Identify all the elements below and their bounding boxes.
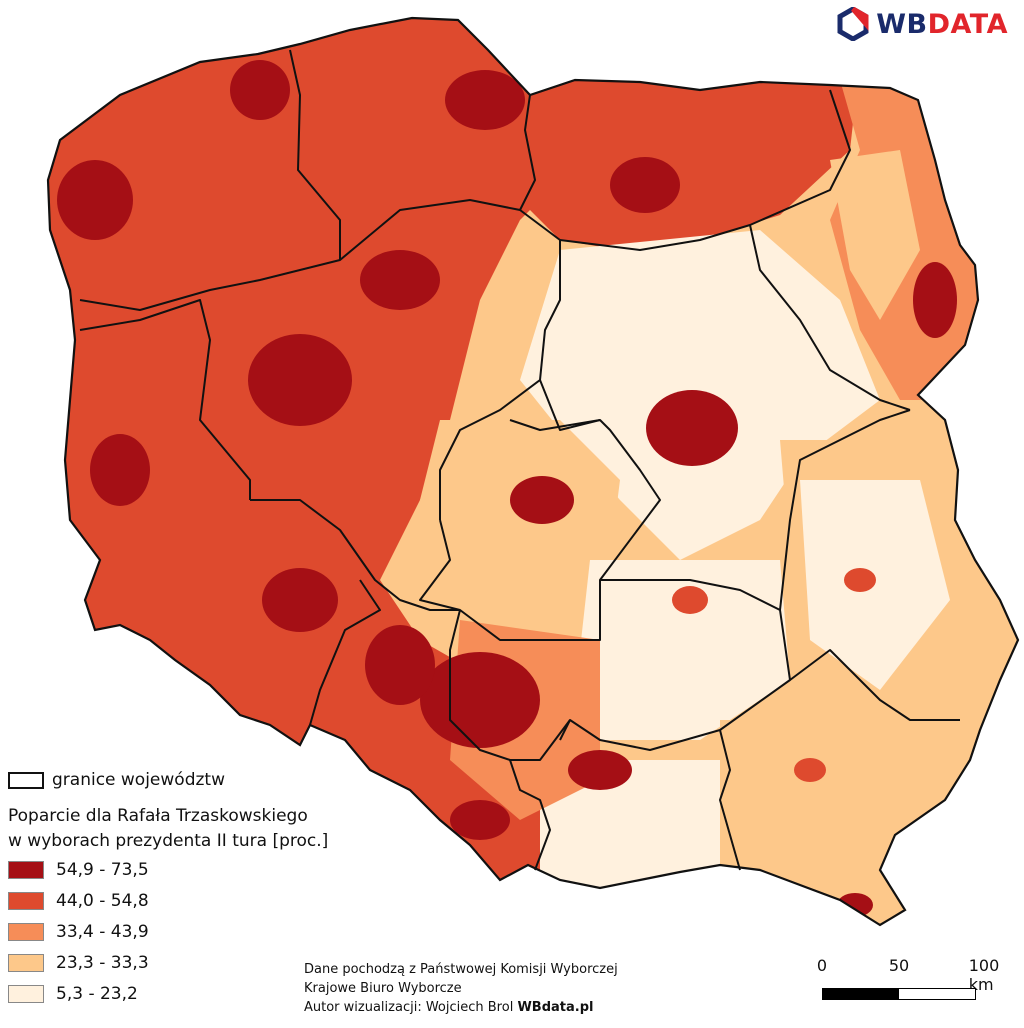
- legend-classes: 54,9 - 73,5 44,0 - 54,8 33,4 - 43,9 23,3 - …: [8, 854, 388, 1009]
- legend-class-item: 44,0 - 54,8: [8, 885, 388, 916]
- city-warsaw: [646, 390, 738, 466]
- city-opole: [365, 625, 435, 705]
- city-katowice: [420, 652, 540, 748]
- legend-title-line1: Poparcie dla Rafała Trzaskowskiego: [8, 806, 308, 826]
- source-line1: Dane pochodzą z Państwowej Komisji Wybor…: [304, 962, 618, 977]
- city-bialystok: [913, 262, 957, 338]
- scale-segment-white: [899, 989, 975, 999]
- city-koszalin: [230, 60, 290, 120]
- city-szczecin: [57, 160, 133, 240]
- city-lublin: [844, 568, 876, 592]
- legend-class-label: 44,0 - 54,8: [56, 890, 149, 911]
- legend-class-item: 33,4 - 43,9: [8, 916, 388, 947]
- city-zakopane: [837, 893, 873, 917]
- legend-class-label: 5,3 - 23,2: [56, 983, 138, 1004]
- legend-class-label: 54,9 - 73,5: [56, 859, 149, 880]
- region-north-east: [520, 60, 860, 250]
- source-note: Dane pochodzą z Państwowej Komisji Wybor…: [304, 960, 618, 1017]
- city-olsztyn: [610, 157, 680, 213]
- legend-title-line2: w wyborach prezydenta II tura [proc.]: [8, 831, 329, 851]
- legend-title: Poparcie dla Rafała Trzaskowskiego w wyb…: [8, 804, 388, 854]
- source-author: Autor wizualizacji: Wojciech Brol WBdata…: [304, 998, 618, 1017]
- hexagon-logo-icon: [837, 7, 869, 41]
- region-podlasie-light: [830, 150, 920, 320]
- legend-class-swatch: [8, 860, 44, 879]
- legend-border-entry: granice województw: [8, 766, 388, 794]
- city-poznan: [248, 334, 352, 426]
- legend-border-label: granice województw: [52, 770, 225, 790]
- legend-class-swatch: [8, 891, 44, 910]
- city-zielona-gora: [90, 434, 150, 506]
- legend-border-swatch: [8, 771, 44, 789]
- legend-class-item: 23,3 - 33,3: [8, 947, 388, 978]
- scale-label-0: 0: [816, 956, 828, 975]
- city-wroclaw: [262, 568, 338, 632]
- legend-class-item: 54,9 - 73,5: [8, 854, 388, 885]
- city-rzeszow: [794, 758, 826, 782]
- city-karkonosze: [450, 800, 510, 840]
- legend-class-label: 33,4 - 43,9: [56, 921, 149, 942]
- city-lodz: [510, 476, 574, 524]
- legend-class-swatch: [8, 953, 44, 972]
- wbdata-logo: WBDATA: [836, 4, 1008, 44]
- legend-class-label: 23,3 - 33,3: [56, 952, 149, 973]
- city-bydgoszcz: [360, 250, 440, 310]
- scale-segment-black: [823, 989, 899, 999]
- scale-bar: 0 50 100 km: [812, 956, 1012, 1006]
- logo-text: WBDATA: [876, 8, 1008, 40]
- legend-class-swatch: [8, 984, 44, 1003]
- legend-class-swatch: [8, 922, 44, 941]
- author-site: WBdata.pl: [517, 1000, 594, 1015]
- scale-label-50: 50: [888, 956, 910, 975]
- region-podkarpacie: [720, 720, 960, 920]
- region-lublin-light: [800, 480, 950, 690]
- source-line2: Krajowe Biuro Wyborcze: [304, 981, 462, 996]
- region-kielce: [580, 560, 790, 740]
- map-legend: granice województw Poparcie dla Rafała T…: [8, 766, 388, 1009]
- scale-bar-graphic: [822, 988, 976, 1000]
- region-malopolska: [540, 760, 720, 900]
- legend-class-item: 5,3 - 23,2: [8, 978, 388, 1009]
- city-kielce: [672, 586, 708, 614]
- city-krakow: [568, 750, 632, 790]
- city-gdansk: [445, 70, 525, 130]
- voivodeship-borders: [79, 49, 960, 871]
- author-prefix: Autor wizualizacji: Wojciech Brol: [304, 1000, 514, 1015]
